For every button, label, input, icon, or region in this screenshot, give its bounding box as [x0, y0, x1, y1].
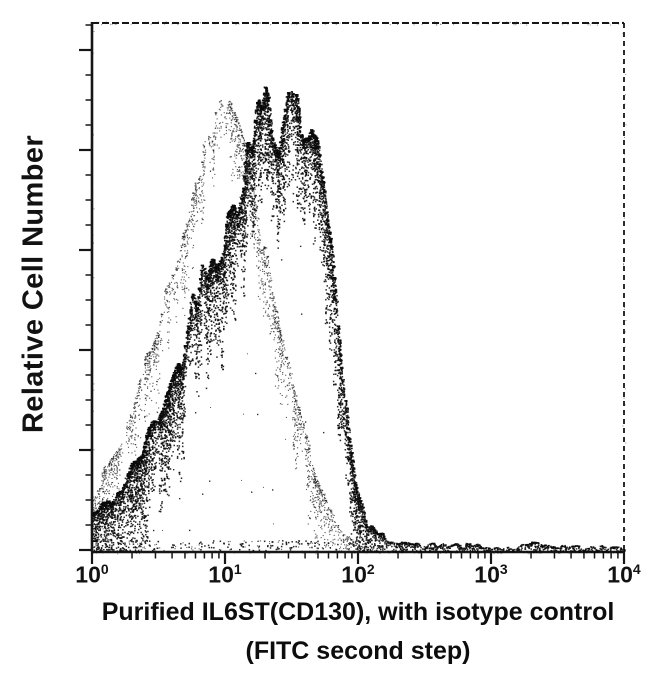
- x-tick-label-4: 104: [607, 561, 641, 588]
- y-axis-label: Relative Cell Number: [17, 134, 50, 434]
- x-axis-label-line2: (FITC second step): [245, 637, 471, 665]
- x-tick-base: 10: [208, 561, 234, 588]
- x-tick-exponent: 3: [499, 561, 508, 577]
- x-tick-exponent: 0: [100, 561, 109, 577]
- x-tick-label-0: 100: [75, 561, 109, 588]
- x-tick-exponent: 2: [366, 561, 375, 577]
- x-tick-label-2: 102: [341, 561, 375, 588]
- x-tick-exponent: 1: [233, 561, 242, 577]
- x-tick-exponent: 4: [632, 561, 641, 577]
- x-tick-base: 10: [341, 561, 367, 588]
- x-tick-base: 10: [607, 561, 633, 588]
- x-tick-label-1: 101: [208, 561, 242, 588]
- x-tick-label-3: 103: [474, 561, 508, 588]
- x-tick-base: 10: [474, 561, 500, 588]
- x-tick-base: 10: [75, 561, 101, 588]
- x-axis-label-line1: Purified IL6ST(CD130), with isotype cont…: [101, 598, 615, 626]
